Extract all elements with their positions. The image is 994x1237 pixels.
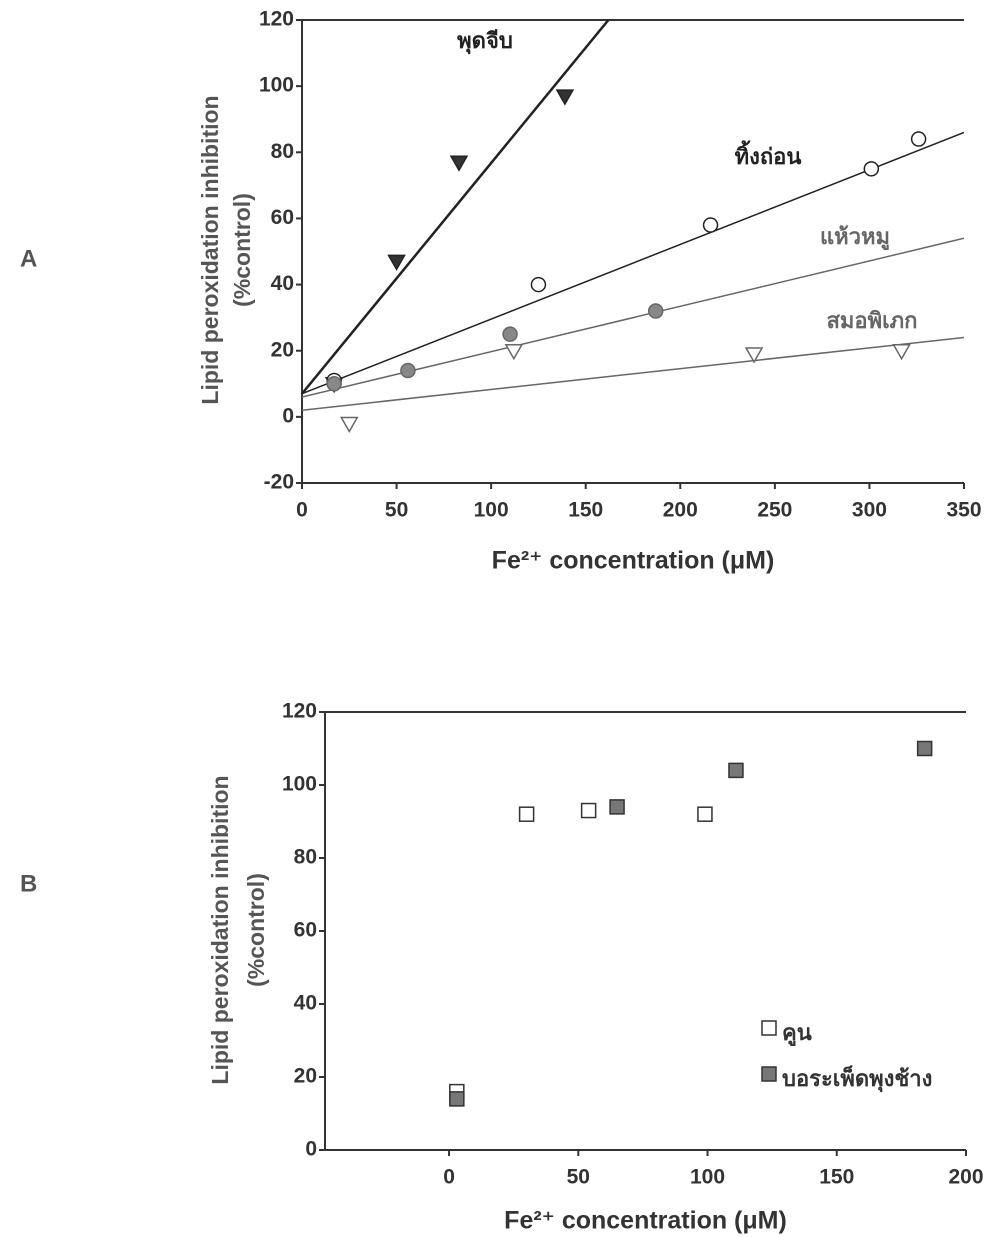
marker — [864, 162, 878, 176]
y-axis-label: (%control) — [243, 873, 269, 987]
y-tick-label: 100 — [282, 773, 317, 796]
marker — [918, 742, 932, 756]
figure: A-20020406080100120050100150200250300350… — [0, 0, 994, 1237]
x-axis-label: Fe²⁺ concentration (μM) — [492, 547, 775, 575]
x-tick-label: 100 — [474, 499, 509, 522]
y-tick-label: 0 — [305, 1138, 317, 1161]
y-axis-label: (%control) — [229, 193, 255, 307]
y-tick-label: 100 — [259, 74, 294, 97]
y-tick-label: 20 — [294, 1065, 317, 1088]
axis-frame — [302, 20, 964, 483]
marker — [557, 90, 573, 104]
marker — [582, 804, 596, 818]
series-label: พุดจีบ — [457, 28, 513, 55]
x-tick-label: 350 — [946, 499, 981, 522]
x-tick-label: 200 — [948, 1166, 983, 1189]
x-tick-label: 0 — [443, 1166, 455, 1189]
marker — [503, 327, 517, 341]
marker — [327, 377, 341, 391]
fit-line — [302, 20, 608, 394]
marker — [762, 1021, 776, 1035]
y-tick-label: 120 — [282, 700, 317, 723]
marker — [531, 278, 545, 292]
y-axis-label: Lipid peroxidation inhibition — [207, 775, 233, 1084]
x-tick-label: 100 — [690, 1166, 725, 1189]
panel-label: B — [20, 870, 37, 897]
marker — [894, 345, 910, 359]
x-tick-label: 150 — [819, 1166, 854, 1189]
series-label: ทิ้งถ่อน — [735, 140, 802, 169]
y-tick-label: 60 — [271, 206, 294, 229]
marker — [762, 1067, 776, 1081]
y-tick-label: 60 — [294, 919, 317, 942]
series-label: แห้วหมู — [820, 224, 890, 251]
y-tick-label: 120 — [259, 8, 294, 31]
y-tick-label: 40 — [271, 272, 294, 295]
legend-label: คูน — [782, 1020, 812, 1047]
y-tick-label: 20 — [271, 338, 294, 361]
x-tick-label: 50 — [385, 499, 408, 522]
x-tick-label: 200 — [663, 499, 698, 522]
marker — [401, 364, 415, 378]
marker — [704, 218, 718, 232]
y-tick-label: 0 — [282, 404, 294, 427]
marker — [450, 1092, 464, 1106]
y-axis-label: Lipid peroxidation inhibition — [197, 95, 223, 404]
x-tick-label: 150 — [568, 499, 603, 522]
marker — [341, 417, 357, 431]
marker — [649, 304, 663, 318]
x-tick-label: 300 — [852, 499, 887, 522]
x-tick-label: 250 — [757, 499, 792, 522]
panel-label: A — [20, 245, 37, 272]
marker — [698, 807, 712, 821]
marker — [451, 156, 467, 170]
marker — [912, 132, 926, 146]
marker — [389, 255, 405, 269]
marker — [610, 800, 624, 814]
y-tick-label: -20 — [264, 471, 294, 494]
series-label: สมอพิเภก — [827, 308, 918, 333]
y-tick-label: 40 — [294, 992, 317, 1015]
x-axis-label: Fe²⁺ concentration (μM) — [504, 1207, 787, 1235]
y-tick-label: 80 — [294, 846, 317, 869]
marker — [729, 763, 743, 777]
y-tick-label: 80 — [271, 140, 294, 163]
x-tick-label: 0 — [296, 499, 308, 522]
marker — [506, 345, 522, 359]
legend-label: บอระเพ็ดพุงช้าง — [782, 1064, 932, 1093]
x-tick-label: 50 — [567, 1166, 590, 1189]
marker — [520, 807, 534, 821]
